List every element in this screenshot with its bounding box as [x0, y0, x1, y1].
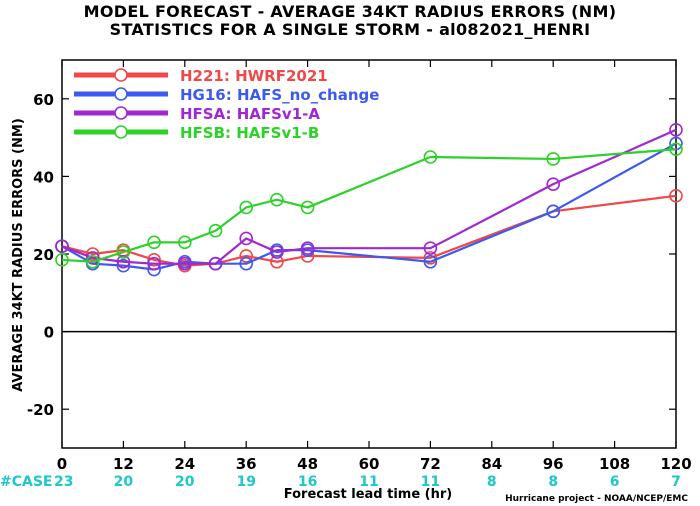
data-point [147, 235, 161, 250]
series-layer [55, 123, 683, 277]
data-point [270, 245, 284, 259]
data-point [239, 231, 253, 246]
y-axis-label: AVERAGE 34KT RADIUS ERRORS (NM) [11, 118, 26, 392]
y-tick-label: -20 [27, 401, 54, 419]
data-point [239, 249, 253, 263]
x-tick-label: 96 [543, 455, 564, 473]
data-point [147, 256, 161, 271]
y-tick-label: 60 [33, 91, 54, 109]
chart-title: MODEL FORECAST - AVERAGE 34KT RADIUS ERR… [83, 2, 617, 21]
case-count: 23 [54, 474, 73, 490]
data-point [669, 189, 683, 203]
case-count: 11 [421, 474, 440, 490]
legend-label: HFSB: HAFSv1-B [180, 124, 319, 142]
legend-marker [114, 68, 128, 82]
data-point [300, 200, 315, 215]
x-tick-label: 72 [420, 455, 441, 473]
x-tick-label: 24 [174, 455, 195, 473]
data-point [85, 254, 100, 269]
data-point [423, 150, 438, 164]
data-point [300, 241, 315, 255]
case-count: 16 [298, 474, 317, 490]
legend-marker [114, 106, 128, 120]
data-point [669, 142, 683, 157]
x-tick-label: 108 [599, 455, 630, 473]
legend-label: H221: HWRF2021 [180, 67, 328, 85]
case-count: 6 [610, 474, 620, 490]
data-point [239, 200, 253, 215]
case-count: 20 [175, 474, 195, 490]
case-count: 20 [114, 474, 134, 490]
data-point [208, 256, 223, 271]
data-point [178, 256, 192, 271]
x-tick-label: 48 [297, 455, 318, 473]
y-tick-label: 0 [44, 324, 54, 342]
data-point [208, 223, 223, 238]
series-line [61, 128, 677, 265]
data-point [147, 253, 161, 267]
data-point [55, 239, 69, 254]
chart-subtitle: STATISTICS FOR A SINGLE STORM - al082021… [109, 20, 591, 39]
case-count: 7 [671, 474, 681, 490]
axes: 0 12 24 36 48 60 72 84 96 108 120 -20 0 20 40 60 #CASE 23… [0, 59, 692, 490]
case-count: 19 [236, 474, 255, 490]
data-point [423, 254, 438, 269]
credit-text: Hurricane project - NOAA/NCEP/EMC [505, 494, 688, 504]
y-tick-label: 20 [33, 246, 54, 264]
x-tick-label: 0 [57, 455, 67, 473]
data-point [669, 123, 683, 137]
legend-label: HFSA: HAFSv1-A [180, 105, 320, 123]
case-count: 11 [359, 474, 378, 490]
x-axis-label: Forecast lead time (hr) [284, 487, 452, 502]
data-point [55, 253, 69, 267]
data-point [423, 251, 438, 265]
x-tick-label: 12 [113, 455, 134, 473]
legend-label: HG16: HAFS_no_change [180, 86, 379, 104]
y-tick-label: 40 [33, 168, 54, 186]
data-point [546, 152, 561, 166]
data-point [85, 251, 100, 265]
data-point [270, 192, 284, 207]
series-2 [55, 123, 683, 271]
series-3 [55, 142, 683, 269]
case-count: 8 [487, 474, 497, 490]
x-tick-label: 36 [236, 455, 257, 473]
legend-marker [114, 87, 128, 101]
x-tick-label: 60 [359, 455, 380, 473]
data-point [239, 256, 253, 271]
data-point [546, 204, 561, 219]
legend-marker [114, 125, 128, 139]
data-point [116, 254, 131, 269]
data-point [546, 177, 561, 191]
x-tick-label: 120 [660, 455, 691, 473]
data-point [423, 241, 438, 255]
data-point [85, 247, 100, 261]
case-label: #CASE [0, 474, 53, 490]
data-point [116, 245, 131, 259]
data-point [116, 258, 131, 273]
series-line [61, 148, 677, 263]
data-point [178, 235, 192, 250]
case-count: 8 [548, 474, 558, 490]
x-tick-label: 84 [481, 455, 502, 473]
